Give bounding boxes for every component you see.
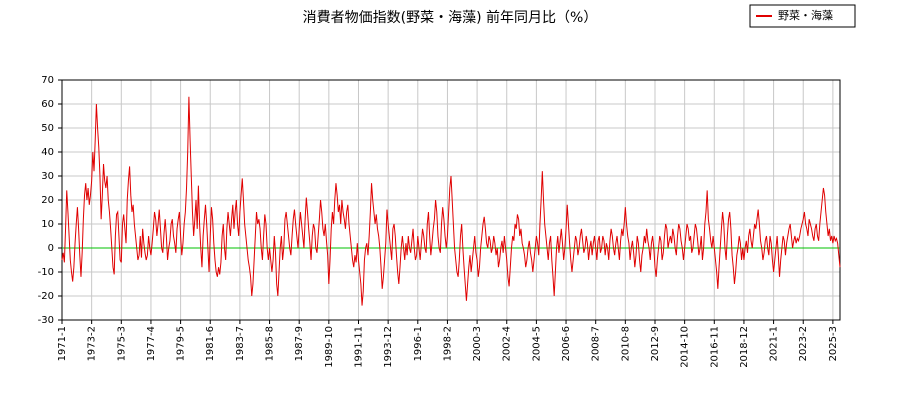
x-tick-label: 2002-4: [502, 326, 513, 361]
y-tick-label: 20: [41, 195, 54, 206]
x-tick-label: 1985-8: [265, 326, 276, 361]
y-tick-label: -10: [38, 267, 54, 278]
y-tick-label: -20: [38, 291, 54, 302]
x-tick-label: 2025-3: [828, 326, 839, 361]
y-tick-label: 40: [41, 147, 54, 158]
legend-box: [749, 4, 856, 28]
x-tick-label: 2014-10: [680, 326, 691, 368]
x-tick-label: 1975-3: [116, 326, 127, 361]
x-tick-label: 2016-11: [709, 326, 720, 368]
data-line: [61, 96, 841, 306]
x-tick-label: 1977-4: [146, 326, 157, 361]
x-tick-label: 2010-8: [620, 326, 631, 361]
chart-title: 消費者物価指数(野菜・海藻) 前年同月比（%）: [303, 9, 598, 26]
plot-border: [61, 79, 841, 321]
x-tick-label: 1973-2: [87, 326, 98, 361]
y-tick-label: -30: [38, 315, 54, 326]
x-tick-label: 1998-2: [442, 326, 453, 361]
x-tick-label: 1981-6: [205, 326, 216, 361]
x-tick-label: 2006-6: [561, 326, 572, 361]
x-tick-label: 2008-7: [591, 326, 602, 361]
y-tick-label: 0: [48, 243, 54, 254]
y-tick-label: 50: [41, 123, 54, 134]
y-tick-label: 70: [41, 75, 54, 86]
x-tick-label: 2021-1: [769, 326, 780, 361]
y-tick-label: 10: [41, 219, 54, 230]
x-tick-label: 1996-1: [413, 326, 424, 361]
legend-label: 野菜・海藻: [778, 8, 833, 22]
x-tick-label: 1971-1: [57, 326, 68, 361]
x-tick-label: 2023-2: [798, 326, 809, 361]
x-tick-label: 2004-5: [531, 326, 542, 361]
x-tick-label: 2018-12: [739, 326, 750, 368]
x-tick-label: 1983-7: [235, 326, 246, 361]
x-tick-label: 1991-11: [353, 326, 364, 368]
x-tick-label: 1987-9: [294, 326, 305, 361]
x-tick-label: 1989-10: [324, 326, 335, 368]
y-tick-label: 30: [41, 171, 54, 182]
y-tick-label: 60: [41, 99, 54, 110]
x-tick-label: 2000-3: [472, 326, 483, 361]
x-tick-label: 1979-5: [176, 326, 187, 361]
x-tick-label: 1993-12: [383, 326, 394, 368]
x-tick-label: 2012-9: [650, 326, 661, 361]
